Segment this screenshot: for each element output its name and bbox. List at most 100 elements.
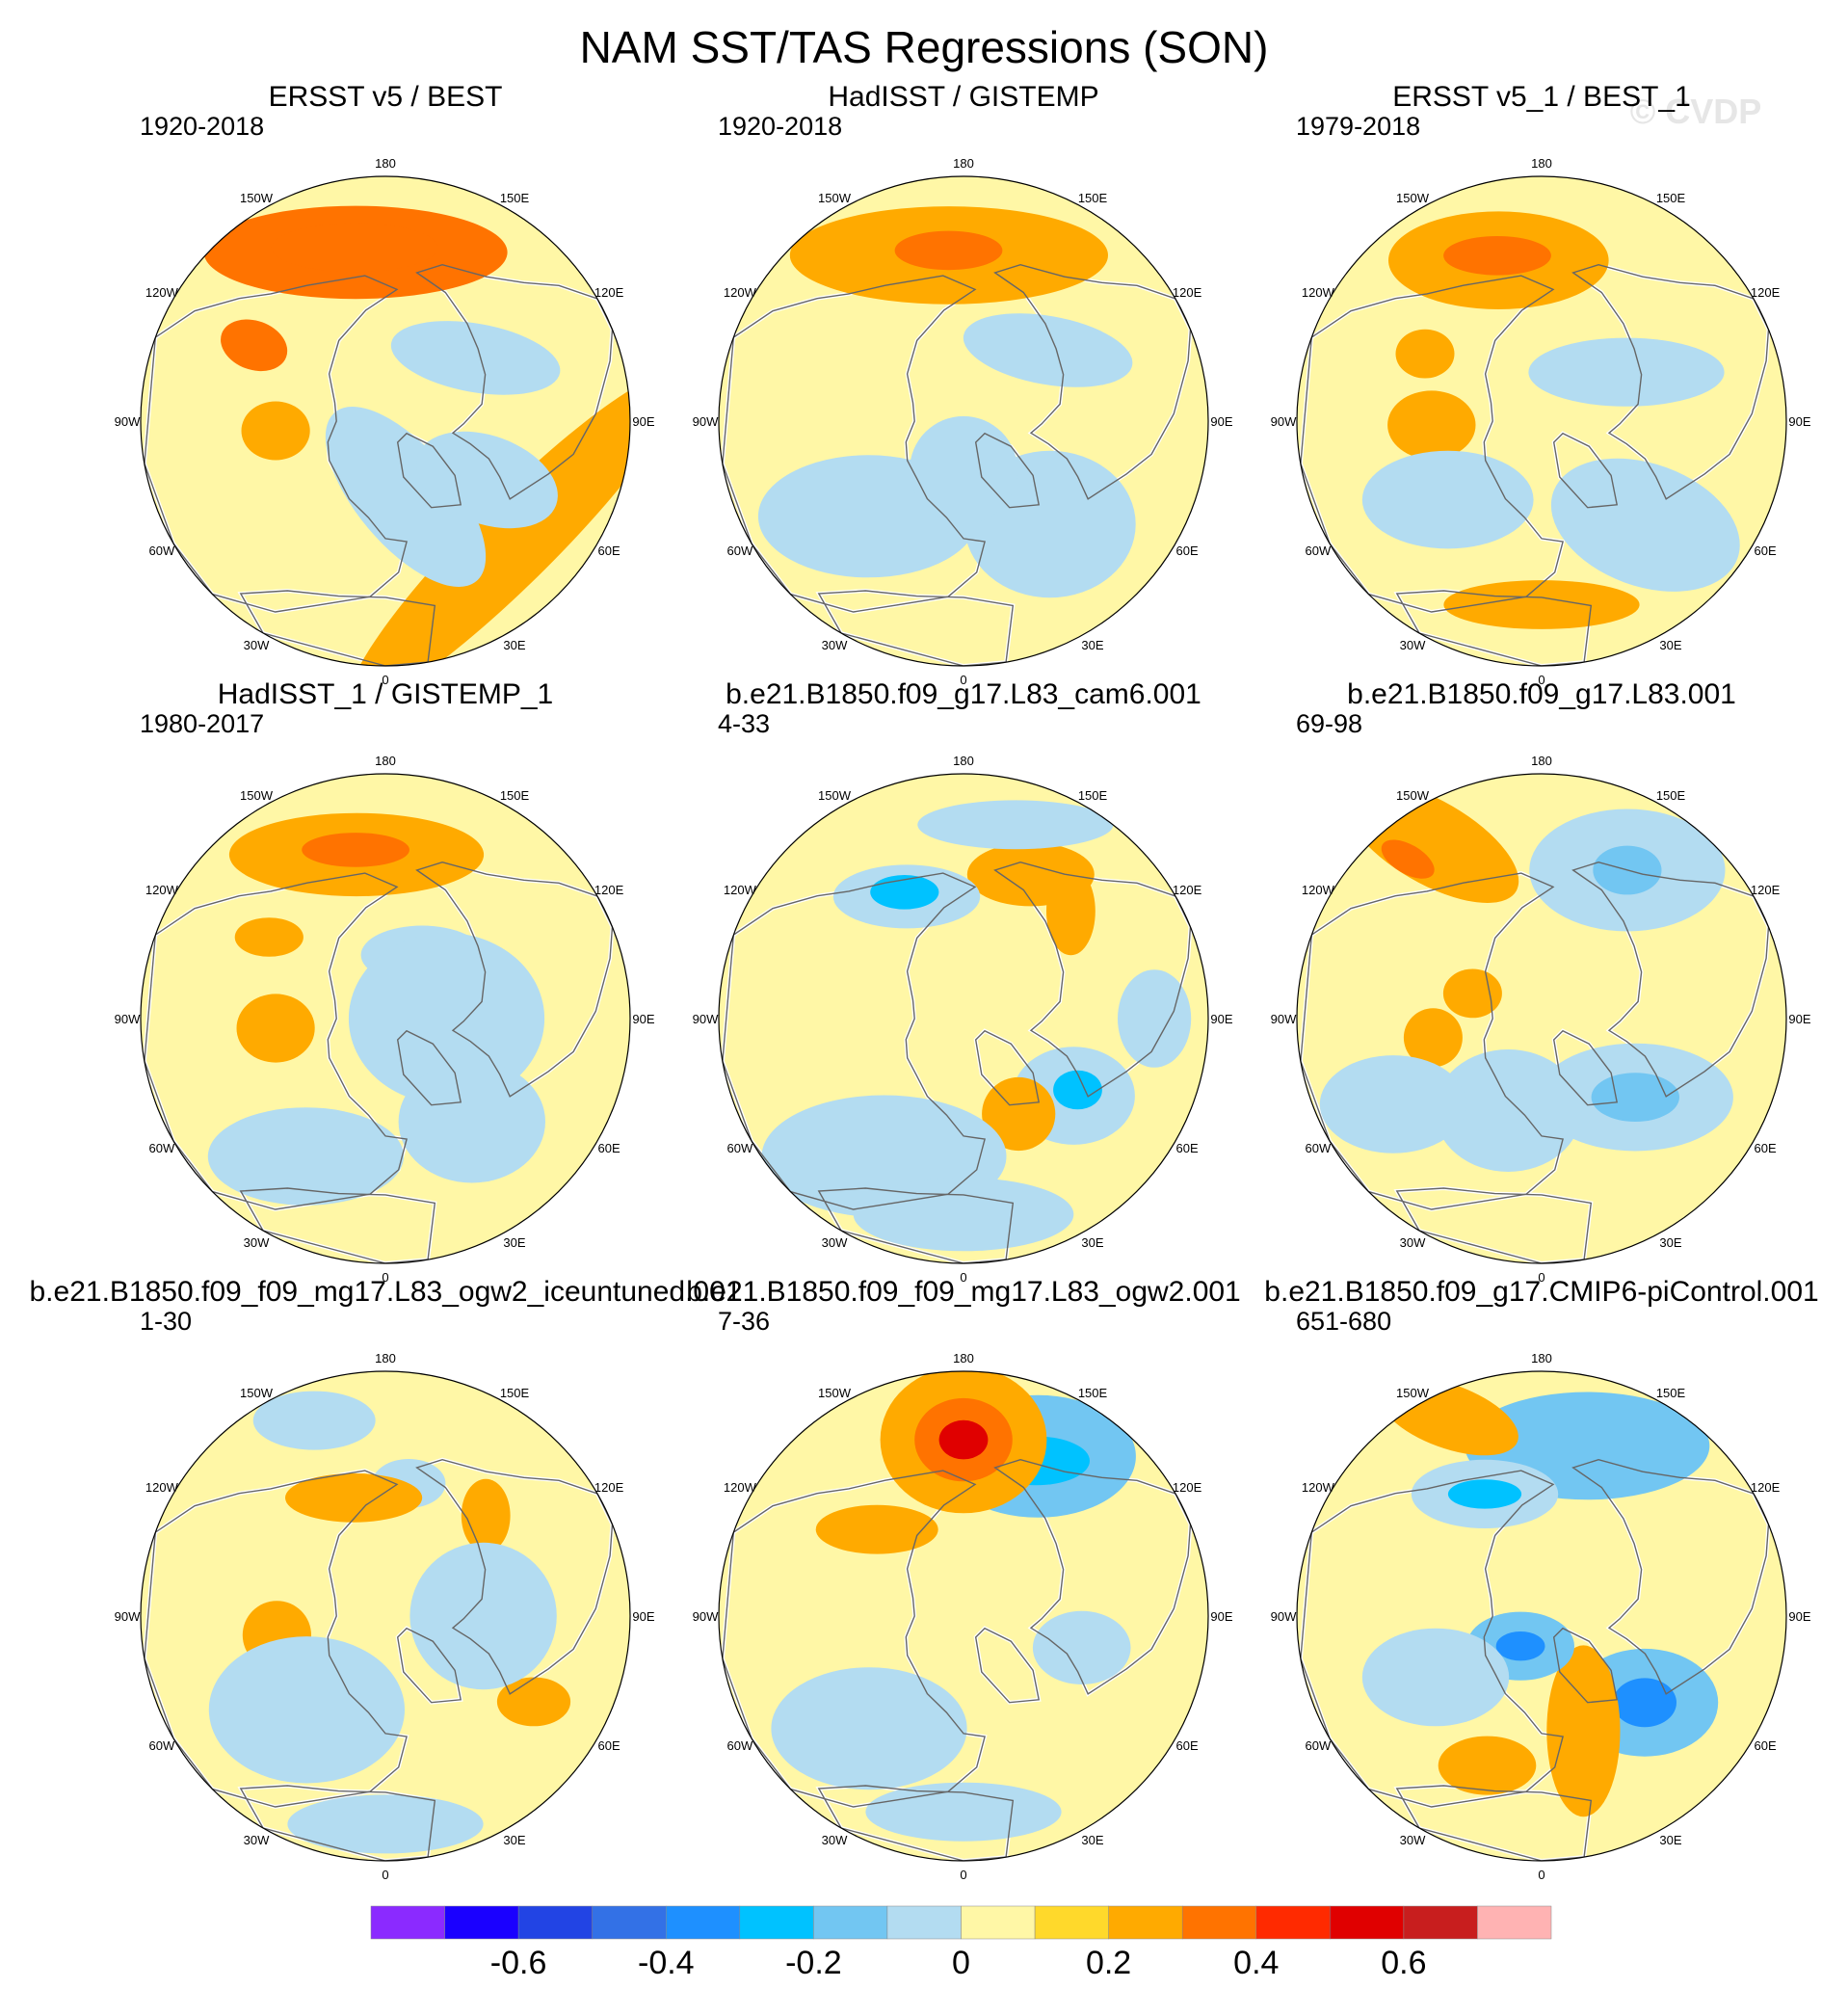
colorbar-swatch <box>961 1905 1036 1940</box>
map-field <box>719 774 1208 1263</box>
longitude-label: 0 <box>960 1270 966 1285</box>
longitude-label: 30W <box>1400 1833 1426 1847</box>
longitude-label: 90W <box>115 1012 141 1026</box>
longitude-label: 0 <box>960 673 966 687</box>
anomaly-contour <box>1442 968 1502 1019</box>
anomaly-contour <box>1032 1610 1131 1684</box>
panel-period: 1980-2017 <box>140 709 264 738</box>
coastline <box>817 590 1015 666</box>
colorbar-tick-label: -0.4 <box>638 1945 695 1981</box>
map-field <box>141 1371 630 1861</box>
map-field <box>1297 774 1786 1263</box>
longitude-label: 150W <box>818 788 852 803</box>
coastline <box>396 432 462 509</box>
longitude-label: 60W <box>1306 1738 1332 1753</box>
longitude-label: 150E <box>500 1386 530 1400</box>
coastline <box>1395 1187 1593 1263</box>
colorbar-swatch <box>1181 1905 1257 1940</box>
anomaly-contour <box>1591 1073 1680 1122</box>
anomaly-contour <box>1550 458 1740 592</box>
coastline <box>993 263 1192 500</box>
longitude-label: 90W <box>115 414 141 429</box>
longitude-label: 90E <box>1788 1609 1810 1624</box>
anomaly-contour <box>208 1636 405 1784</box>
longitude-label: 150W <box>240 191 274 205</box>
longitude-label: 30W <box>822 638 848 652</box>
coastline <box>722 275 986 613</box>
anomaly-contour <box>963 313 1133 387</box>
longitude-label: 150W <box>1396 788 1430 803</box>
panel-title: b.e21.B1850.f09_f09_mg17.L83_ogw2_iceunt… <box>30 1276 742 1308</box>
map-panel: b.e21.B1850.f09_f09_mg17.L83_ogw2.0017-3… <box>686 1276 1241 1882</box>
panel-period: 4-33 <box>718 709 770 738</box>
anomaly-contour <box>1435 1049 1582 1172</box>
colorbar-swatch <box>813 1905 888 1940</box>
anomaly-contour <box>870 875 939 910</box>
colorbar-swatch <box>666 1905 741 1940</box>
watermark: © CVDP <box>1630 92 1762 131</box>
longitude-label: 150E <box>1656 191 1686 205</box>
longitude-label: 60E <box>598 544 620 558</box>
longitude-label: 30E <box>503 1235 525 1250</box>
coastline <box>1571 1458 1770 1695</box>
longitude-label: 0 <box>1538 1270 1544 1285</box>
anomaly-contour <box>207 1107 404 1206</box>
longitude-label: 180 <box>953 1351 974 1365</box>
anomaly-contour <box>1546 1645 1621 1817</box>
longitude-label: 120W <box>1302 1480 1335 1495</box>
longitude-label: 90E <box>632 1012 654 1026</box>
colorbar-swatch <box>739 1905 814 1940</box>
coastline <box>144 1470 408 1808</box>
longitude-label: 120W <box>1302 883 1335 897</box>
coastline <box>974 432 1041 509</box>
longitude-label: 0 <box>382 1868 388 1882</box>
longitude-label: 30W <box>1400 1235 1426 1250</box>
anomaly-contour <box>1361 1628 1510 1727</box>
panel-period: 7-36 <box>718 1307 770 1336</box>
longitude-label: 30E <box>503 1833 525 1847</box>
longitude-label: 60W <box>1306 1141 1332 1155</box>
longitude-label: 150E <box>500 191 530 205</box>
longitude-label: 90W <box>1271 414 1297 429</box>
anomaly-contour <box>853 1178 1074 1252</box>
longitude-label: 90W <box>1271 1012 1297 1026</box>
anomaly-contour <box>398 1060 545 1183</box>
anomaly-contour <box>1319 1055 1467 1153</box>
longitude-label: 90E <box>1788 414 1810 429</box>
colorbar-tick-label: 0.2 <box>1086 1945 1131 1981</box>
anomaly-contour <box>302 833 409 867</box>
coastline <box>1395 590 1593 666</box>
map-field <box>719 176 1208 666</box>
coastline <box>1395 1785 1593 1861</box>
coastline <box>144 275 408 613</box>
panel-title: b.e21.B1850.f09_f09_mg17.L83_ogw2.001 <box>686 1276 1241 1308</box>
colorbar-swatch <box>1403 1905 1478 1940</box>
map-border <box>718 773 1209 1264</box>
longitude-label: 120W <box>724 883 757 897</box>
panel-title: ERSST v5_1 / BEST_1 <box>1392 81 1691 113</box>
coastline <box>1552 432 1619 509</box>
longitude-label: 120W <box>724 285 757 300</box>
longitude-label: 60E <box>1176 1141 1199 1155</box>
coastline <box>1571 263 1770 500</box>
longitude-label: 120E <box>594 285 624 300</box>
longitude-label: 120E <box>594 1480 624 1495</box>
map-border <box>140 175 631 667</box>
colorbar-swatch <box>517 1905 593 1940</box>
longitude-label: 60E <box>598 1141 620 1155</box>
map-border <box>140 1370 631 1862</box>
longitude-label: 120E <box>594 883 624 897</box>
longitude-label: 90W <box>1271 1609 1297 1624</box>
anomaly-contour <box>461 1478 511 1552</box>
longitude-label: 60E <box>1176 544 1199 558</box>
longitude-label: 120W <box>145 1480 179 1495</box>
anomaly-contour <box>241 401 310 461</box>
anomaly-contour <box>1613 1678 1676 1728</box>
longitude-label: 30W <box>822 1235 848 1250</box>
panel-title: b.e21.B1850.f09_g17.CMIP6-piControl.001 <box>1264 1276 1818 1308</box>
colorbar-swatch <box>444 1905 519 1940</box>
coastline <box>974 1029 1041 1106</box>
